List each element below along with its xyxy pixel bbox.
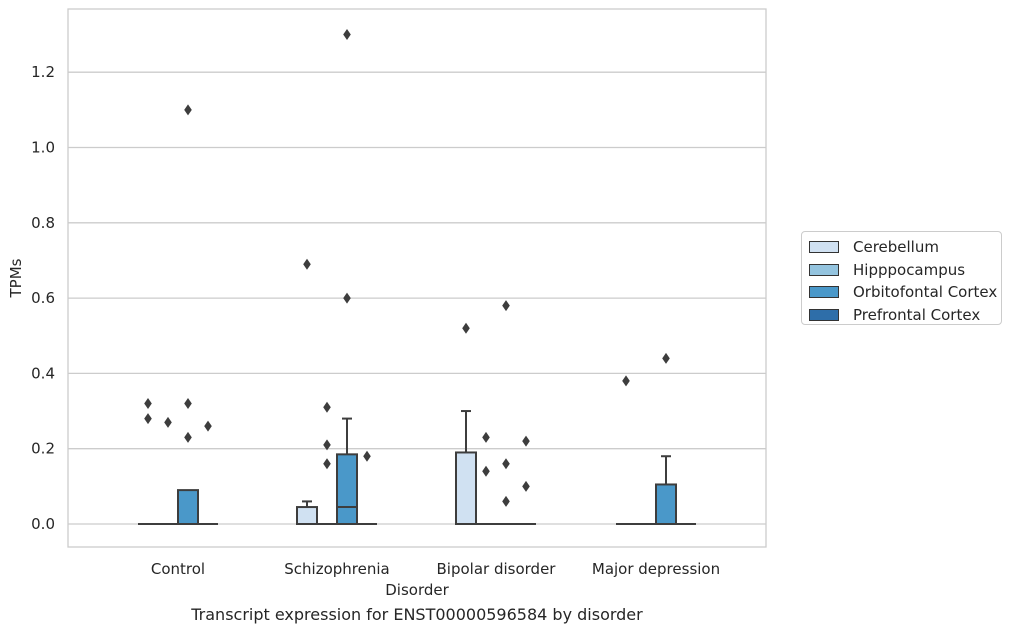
- outlier-point: [303, 258, 311, 270]
- plot-area: [68, 9, 766, 547]
- outlier-point: [184, 398, 192, 410]
- outlier-point: [502, 495, 510, 507]
- x-tick-label: Schizophrenia: [284, 560, 389, 578]
- y-tick-label: 1.2: [31, 63, 55, 81]
- outlier-point: [323, 401, 331, 413]
- box-2-1: [336, 417, 358, 525]
- outlier-point: [502, 300, 510, 312]
- plot-frame: [67, 8, 767, 548]
- outlier-point: [343, 292, 351, 304]
- outlier-point: [204, 420, 212, 432]
- legend-label-hippocampus: Hipppocampus: [853, 260, 966, 279]
- outlier-point: [522, 480, 530, 492]
- outlier-point: [462, 322, 470, 334]
- outlier-point: [323, 458, 331, 470]
- legend: Cerebellum Hipppocampus Orbitofontal Cor…: [801, 231, 1002, 325]
- boxes: [138, 410, 696, 525]
- outlier-point: [164, 416, 172, 428]
- outliers: [144, 29, 670, 507]
- box-0-2: [455, 410, 477, 525]
- x-tick-label: Control: [151, 560, 205, 578]
- legend-swatch-cerebellum: [809, 241, 839, 254]
- outlier-point: [522, 435, 530, 447]
- box-body: [177, 489, 199, 525]
- outlier-point: [622, 375, 630, 387]
- y-tick-label: 0.6: [31, 289, 55, 307]
- legend-label-cerebellum: Cerebellum: [853, 238, 939, 257]
- outlier-point: [144, 398, 152, 410]
- y-tick-labels: 0.0 0.2 0.4 0.6 0.8 1.0 1.2: [31, 63, 55, 533]
- outlier-point: [482, 431, 490, 443]
- legend-item-cerebellum: Cerebellum: [809, 236, 1001, 259]
- x-tick-labels: Control Schizophrenia Bipolar disorder Majo…: [151, 560, 720, 578]
- y-tick-label: 0.4: [31, 364, 55, 382]
- box-body: [455, 451, 477, 525]
- y-tick-label: 1.0: [31, 139, 55, 157]
- outlier-point: [144, 413, 152, 425]
- legend-swatch-hippocampus: [809, 263, 839, 276]
- outlier-point: [184, 431, 192, 443]
- legend-swatch-prefrontal-cortex: [809, 308, 839, 321]
- y-axis-label: TPMs: [7, 258, 25, 298]
- legend-item-orbitofrontal-cortex: Orbitofontal Cortex: [809, 281, 1001, 304]
- box-body: [296, 506, 318, 525]
- outlier-point: [363, 450, 371, 462]
- legend-label-prefrontal-cortex: Prefrontal Cortex: [853, 305, 981, 324]
- figure-caption: Transcript expression for ENST0000059658…: [191, 605, 643, 624]
- outlier-point: [184, 104, 192, 116]
- box-body: [655, 483, 677, 525]
- x-axis-label: Disorder: [385, 581, 449, 599]
- legend-label-orbitofrontal-cortex: Orbitofontal Cortex: [853, 283, 998, 302]
- legend-item-prefrontal-cortex: Prefrontal Cortex: [809, 304, 1001, 327]
- x-tick-label: Major depression: [592, 560, 720, 578]
- outlier-point: [482, 465, 490, 477]
- legend-item-hippocampus: Hipppocampus: [809, 259, 1001, 282]
- outlier-point: [343, 29, 351, 41]
- outlier-point: [662, 352, 670, 364]
- outlier-point: [502, 458, 510, 470]
- box-body: [336, 453, 358, 525]
- box-0-1: [296, 500, 318, 525]
- x-tick-label: Bipolar disorder: [437, 560, 557, 578]
- y-tick-label: 0.0: [31, 515, 55, 533]
- outlier-point: [323, 439, 331, 451]
- box-2-0: [177, 489, 199, 525]
- box-2-3: [655, 455, 677, 525]
- y-tick-label: 0.8: [31, 214, 55, 232]
- legend-swatch-orbitofrontal-cortex: [809, 286, 839, 299]
- y-tick-label: 0.2: [31, 440, 55, 458]
